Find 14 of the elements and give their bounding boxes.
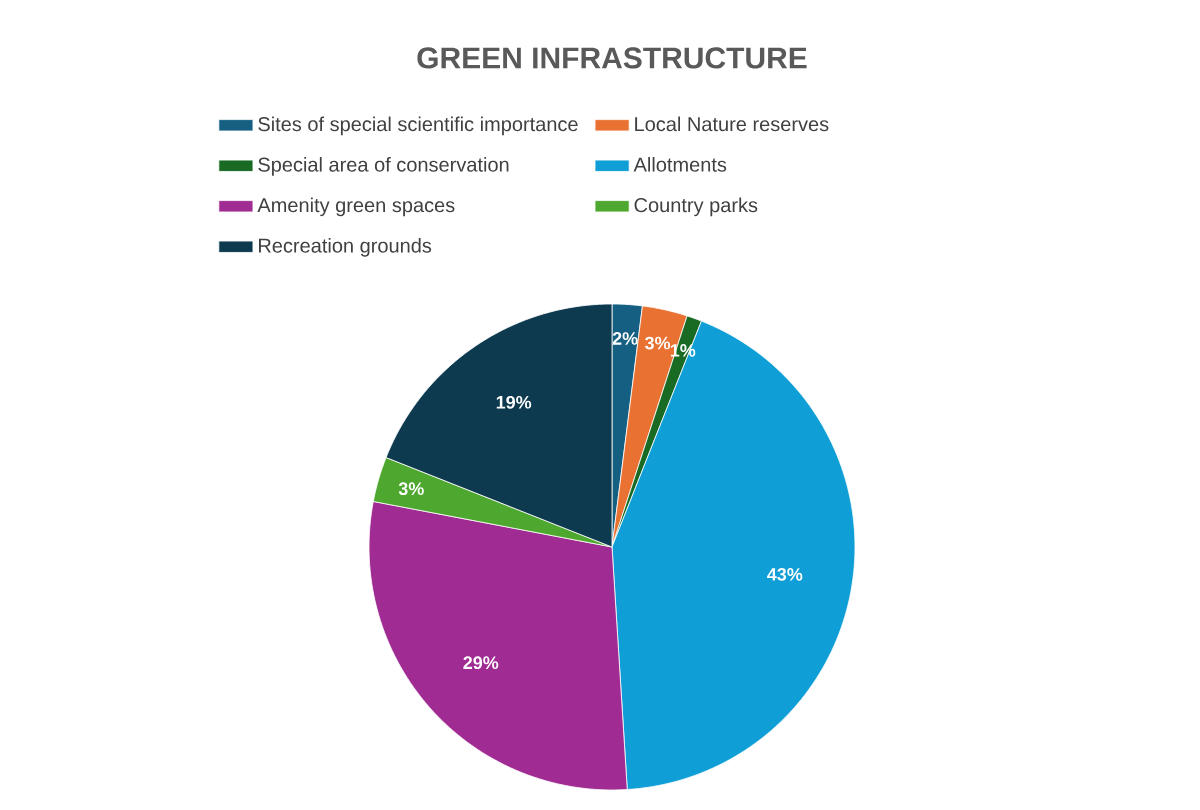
legend-label: Sites of special scientific importance — [258, 116, 578, 136]
legend-label: Local Nature reserves — [635, 116, 829, 132]
legend-label: Special area of conservation — [258, 157, 509, 176]
data-label: 3% — [644, 336, 671, 350]
data-label: 1% — [670, 344, 696, 357]
data-label: 29% — [463, 656, 499, 670]
chart-title: GREEN INFRASTRUCTURE — [417, 47, 807, 69]
data-label: 3% — [398, 482, 424, 496]
legend-label: Allotments — [633, 157, 727, 172]
data-label: 43% — [767, 567, 803, 581]
data-label: 19% — [496, 395, 532, 409]
legend-label: Amenity green spaces — [257, 197, 455, 217]
legend-label: Country parks — [634, 197, 758, 217]
legend-label: Recreation grounds — [259, 238, 432, 257]
